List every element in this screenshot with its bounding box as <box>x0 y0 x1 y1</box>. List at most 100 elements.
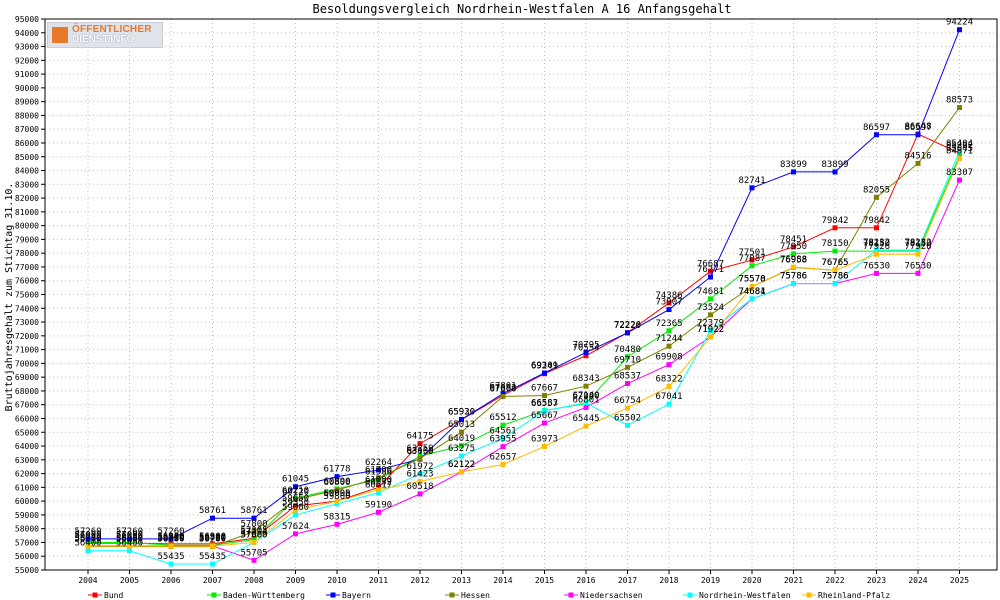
data-point <box>666 383 672 389</box>
data-label: 70480 <box>614 345 641 355</box>
data-label: 66801 <box>572 395 599 405</box>
data-point <box>168 561 174 567</box>
x-tick-label: 2023 <box>867 576 886 585</box>
data-label: 56750 <box>116 534 143 544</box>
data-label: 65512 <box>489 413 516 423</box>
data-label: 76530 <box>904 261 931 271</box>
data-label: 61045 <box>282 475 309 485</box>
data-point <box>293 531 298 537</box>
data-point <box>417 479 423 485</box>
data-label: 74681 <box>697 287 724 297</box>
data-label: 55435 <box>199 552 226 562</box>
data-point <box>583 383 589 389</box>
data-label: 66583 <box>531 398 558 408</box>
data-label: 56730 <box>199 534 226 544</box>
data-label: 68537 <box>614 372 641 382</box>
data-point <box>583 400 589 406</box>
data-label: 58761 <box>240 506 267 516</box>
y-tick-label: 84000 <box>15 167 39 176</box>
data-label: 67801 <box>489 382 516 392</box>
data-point <box>666 343 672 349</box>
data-label: 56400 <box>74 539 101 549</box>
data-label: 67140 <box>572 391 599 401</box>
data-label: 55705 <box>240 548 267 558</box>
data-label: 65930 <box>448 407 475 417</box>
data-label: 65502 <box>614 413 641 423</box>
y-tick-label: 92000 <box>15 56 39 65</box>
logo-square-icon <box>52 27 68 43</box>
data-label: 59190 <box>365 500 392 510</box>
data-label: 57000 <box>240 530 267 540</box>
data-point <box>666 307 672 313</box>
x-tick-label: 2007 <box>203 576 222 585</box>
y-tick-label: 89000 <box>15 98 39 107</box>
data-point <box>251 539 257 545</box>
x-tick-label: 2010 <box>327 576 346 585</box>
data-point <box>666 328 672 334</box>
data-label: 56400 <box>116 539 143 549</box>
data-point <box>334 501 340 507</box>
y-tick-label: 93000 <box>15 43 39 52</box>
series-5 <box>85 148 962 567</box>
data-point <box>334 487 340 493</box>
data-point <box>459 469 464 475</box>
logo-line-1: ÖFFENTLICHER <box>72 24 152 35</box>
data-point <box>915 132 921 138</box>
data-label: 67080 <box>572 392 599 402</box>
data-label: 75578 <box>738 275 765 285</box>
legend-entry: Niedersachsen <box>580 591 643 600</box>
y-tick-label: 55000 <box>15 566 39 575</box>
data-label: 60210 <box>282 486 309 496</box>
legend-entry: Rheinland-Pfalz <box>818 591 890 600</box>
data-label: 77926 <box>904 242 931 252</box>
data-label: 63100 <box>406 446 433 456</box>
data-label: 60832 <box>365 478 392 488</box>
data-point <box>376 467 381 473</box>
x-tick-label: 2021 <box>784 576 803 585</box>
y-tick-label: 69000 <box>15 373 39 382</box>
y-tick-label: 65000 <box>15 428 39 437</box>
data-label: 65445 <box>572 414 599 424</box>
y-tick-label: 59000 <box>15 511 39 520</box>
data-label: 76530 <box>863 261 890 271</box>
data-point <box>957 148 962 154</box>
data-label: 57260 <box>74 527 101 537</box>
data-label: 86648 <box>904 122 931 132</box>
chart-title: Besoldungsvergleich Nordrhein-Westfalen … <box>312 2 731 16</box>
data-label: 60000 <box>323 489 350 499</box>
data-point <box>500 393 506 399</box>
legend-entry: Bund <box>104 591 123 600</box>
x-tick-label: 2009 <box>286 576 305 585</box>
x-tick-label: 2025 <box>950 576 969 585</box>
y-tick-label: 76000 <box>15 277 39 286</box>
series-layer <box>85 27 962 567</box>
y-tick-label: 86000 <box>15 139 39 148</box>
data-label: 70795 <box>572 340 599 350</box>
data-label: 56800 <box>157 533 184 543</box>
y-tick-label: 68000 <box>15 387 39 396</box>
data-point <box>791 264 796 270</box>
y-tick-label: 87000 <box>15 125 39 134</box>
data-label: 62122 <box>448 460 475 470</box>
data-label: 56900 <box>157 532 184 542</box>
data-point <box>459 416 464 422</box>
data-label: 56730 <box>116 534 143 544</box>
data-label: 62122 <box>448 460 475 470</box>
data-label: 79842 <box>863 216 890 226</box>
data-label: 72220 <box>614 321 641 331</box>
y-tick-label: 83000 <box>15 180 39 189</box>
data-label: 56730 <box>157 534 184 544</box>
data-point <box>666 401 672 407</box>
data-point <box>251 537 257 543</box>
data-point <box>251 557 257 563</box>
y-tick-label: 91000 <box>15 70 39 79</box>
data-point <box>708 334 713 340</box>
data-label: 67683 <box>489 383 516 393</box>
data-label: 55435 <box>157 552 184 562</box>
y-tick-label: 61000 <box>15 483 39 492</box>
data-point <box>666 300 672 306</box>
y-tick-label: 57000 <box>15 538 39 547</box>
x-tick-label: 2022 <box>825 576 844 585</box>
data-point <box>583 349 589 355</box>
